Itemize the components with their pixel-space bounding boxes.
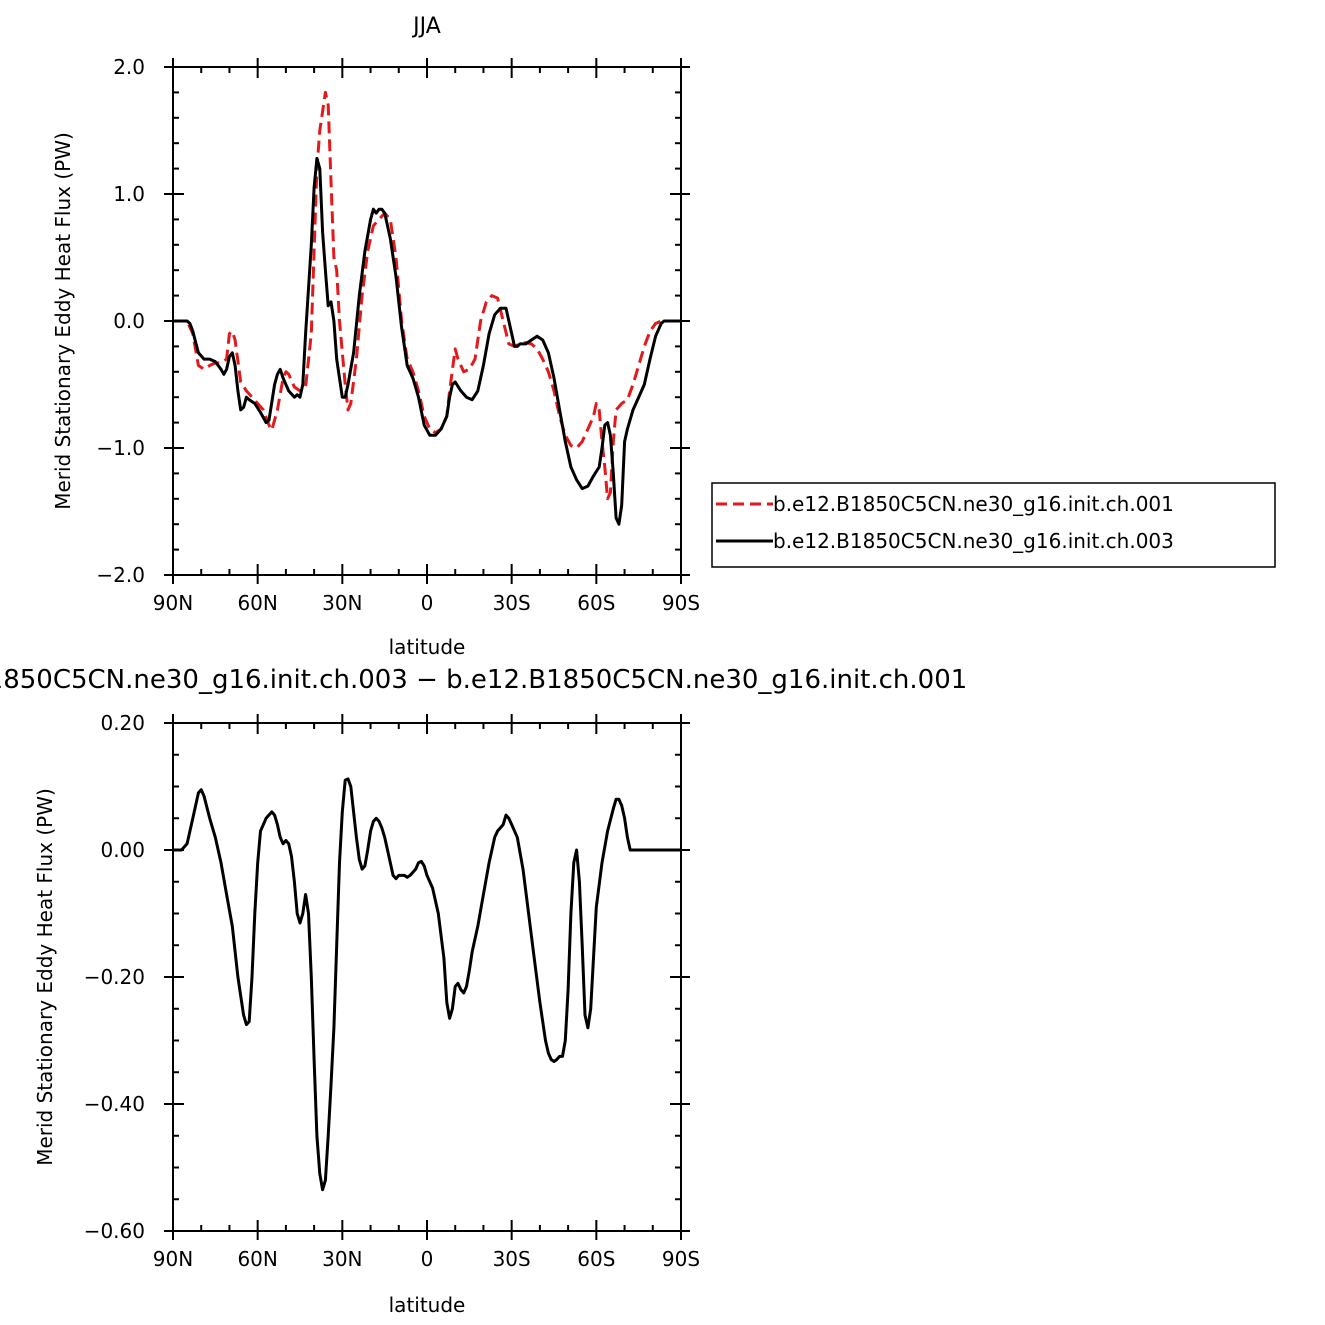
top-y-tick-label: −1.0	[96, 436, 145, 460]
bottom-x-tick-label: 60S	[577, 1247, 615, 1271]
bottom-x-axis-label: latitude	[389, 1293, 466, 1317]
top-y-tick-label: −2.0	[96, 563, 145, 587]
bottom-x-tick-label: 30N	[322, 1247, 362, 1271]
top-panel-title: JJA	[411, 14, 441, 39]
bottom-x-tick-label: 90N	[153, 1247, 193, 1271]
bottom-x-tick-label: 90S	[662, 1247, 700, 1271]
bottom-plot-frame	[172, 722, 682, 1232]
bottom-ticks-group	[164, 714, 690, 1240]
top-y-tick-label: 1.0	[113, 182, 145, 206]
legend-label-series-1: b.e12.B1850C5CN.ne30_g16.init.ch.001	[773, 492, 1174, 516]
bottom-x-tick-label: 60N	[237, 1247, 277, 1271]
top-y-axis-label: Merid Stationary Eddy Heat Flux (PW)	[51, 132, 75, 510]
top-series-line-2	[173, 156, 681, 526]
bottom-y-tick-label: −0.60	[84, 1219, 145, 1243]
top-x-tick-label: 90S	[662, 591, 700, 615]
bottom-x-tick-label: 0	[421, 1247, 434, 1271]
top-x-tick-label: 60S	[577, 591, 615, 615]
bottom-y-tick-label: 0.20	[100, 711, 145, 735]
top-x-tick-labels: 90N 60N 30N 0 30S 60S 90S	[153, 591, 700, 615]
bottom-y-tick-labels: 0.20 0.00 −0.20 −0.40 −0.60	[84, 711, 145, 1243]
top-x-tick-label: 30N	[322, 591, 362, 615]
top-x-tick-label: 0	[421, 591, 434, 615]
top-y-tick-label: 0.0	[113, 309, 145, 333]
bottom-x-tick-label: 30S	[493, 1247, 531, 1271]
bottom-y-tick-label: −0.20	[84, 965, 145, 989]
top-x-tick-label: 90N	[153, 591, 193, 615]
bottom-y-axis-label: Merid Stationary Eddy Heat Flux (PW)	[33, 788, 57, 1166]
top-series-line-1	[173, 90, 681, 501]
bottom-series-group	[173, 777, 681, 1192]
bottom-series-line-1	[173, 777, 681, 1192]
top-ticks-group	[164, 58, 690, 584]
legend-box	[711, 482, 1276, 568]
bottom-panel-title: b.e12.B1850C5CN.ne30_g16.init.ch.003 − b…	[0, 665, 967, 695]
top-panel: JJA 90N 60N 30N 0 30S 60S 90S 2.0 1.0 0.0 −1.0 −2.…	[51, 14, 1276, 659]
legend: b.e12.B1850C5CN.ne30_g16.init.ch.001 b.e…	[711, 482, 1276, 568]
top-x-tick-label: 60N	[237, 591, 277, 615]
top-plot-frame	[172, 66, 682, 576]
bottom-x-tick-labels: 90N 60N 30N 0 30S 60S 90S	[153, 1247, 700, 1271]
bottom-panel: b.e12.B1850C5CN.ne30_g16.init.ch.003 − b…	[0, 665, 967, 1317]
bottom-y-tick-label: 0.00	[100, 838, 145, 862]
top-x-axis-label: latitude	[389, 635, 466, 659]
top-x-tick-label: 30S	[493, 591, 531, 615]
top-y-tick-label: 2.0	[113, 55, 145, 79]
bottom-y-tick-label: −0.40	[84, 1092, 145, 1116]
top-y-tick-labels: 2.0 1.0 0.0 −1.0 −2.0	[96, 55, 145, 587]
top-series-group	[173, 90, 681, 526]
legend-label-series-2: b.e12.B1850C5CN.ne30_g16.init.ch.003	[773, 529, 1174, 553]
